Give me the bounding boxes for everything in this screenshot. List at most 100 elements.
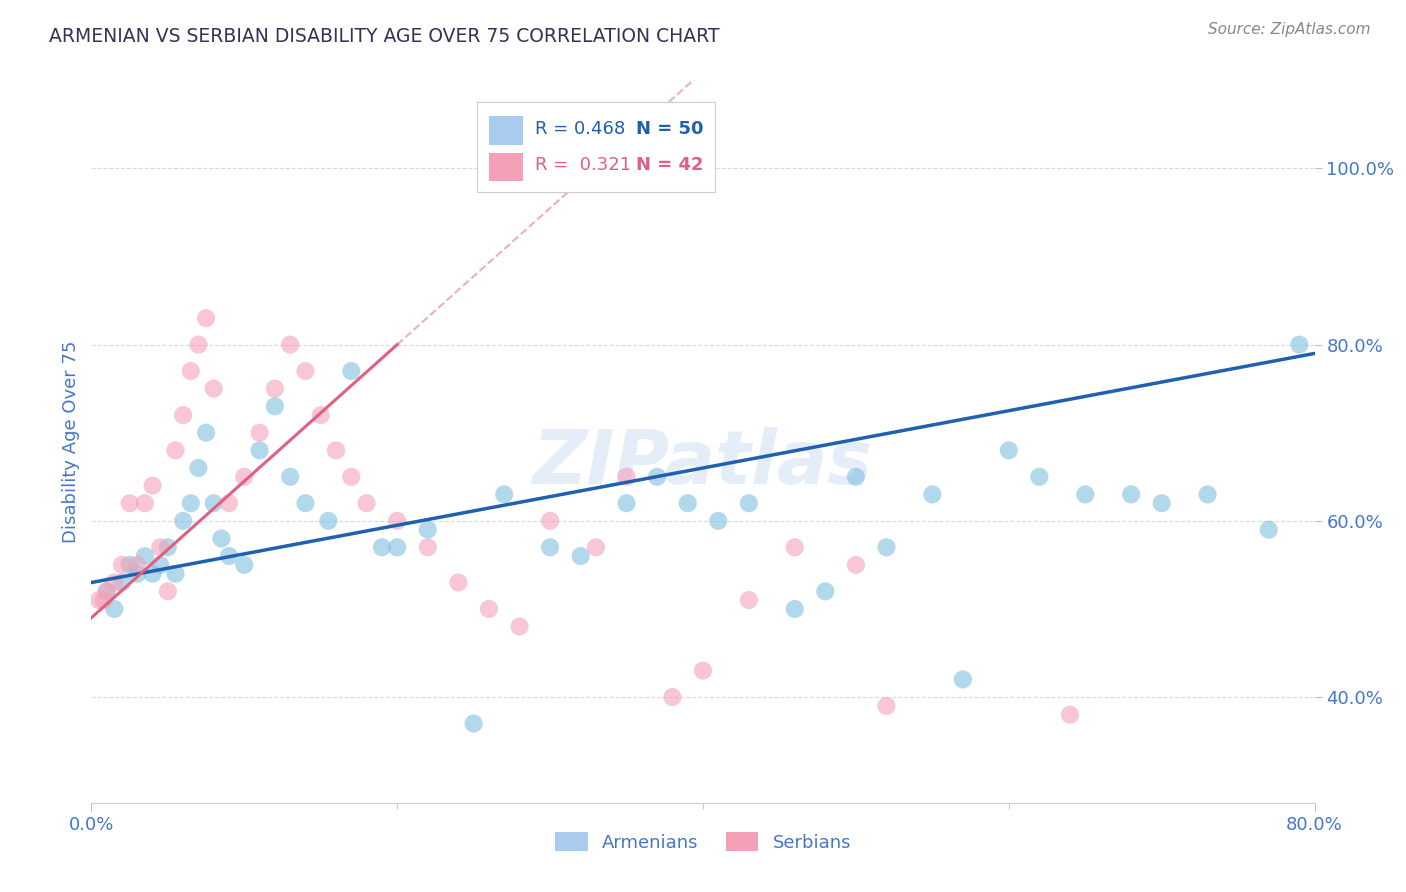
Text: ARMENIAN VS SERBIAN DISABILITY AGE OVER 75 CORRELATION CHART: ARMENIAN VS SERBIAN DISABILITY AGE OVER … [49,27,720,45]
Point [585,541,607,555]
Point [416,523,439,537]
Point [676,496,699,510]
Point [875,698,898,713]
Point [952,673,974,687]
Point [783,541,806,555]
Point [127,566,149,581]
Point [149,541,172,555]
Point [569,549,592,563]
Point [111,558,134,572]
Point [845,558,868,572]
Point [187,337,209,351]
Point [156,541,179,555]
Text: R = 0.468: R = 0.468 [536,120,626,137]
Point [1197,487,1219,501]
Point [141,566,163,581]
Point [340,470,363,484]
Legend: Armenians, Serbians: Armenians, Serbians [548,825,858,859]
Point [118,558,141,572]
Point [233,470,256,484]
Point [96,584,118,599]
Point [494,487,516,501]
Point [1028,470,1050,484]
Point [96,584,118,599]
Point [998,443,1021,458]
Point [1059,707,1081,722]
Point [616,470,638,484]
FancyBboxPatch shape [477,102,716,193]
Text: Source: ZipAtlas.com: Source: ZipAtlas.com [1208,22,1371,37]
Point [249,425,271,440]
Point [325,443,347,458]
Y-axis label: Disability Age Over 75: Disability Age Over 75 [62,340,80,543]
Point [294,364,316,378]
Point [1074,487,1097,501]
Point [149,558,172,572]
Point [165,566,187,581]
Point [103,575,125,590]
Point [187,461,209,475]
Point [1257,523,1279,537]
Point [233,558,256,572]
Point [371,541,394,555]
Point [616,496,638,510]
Point [356,496,378,510]
Point [134,549,156,563]
Point [845,470,868,484]
Point [93,593,115,607]
Point [661,690,683,704]
Point [264,382,287,396]
Point [1150,496,1173,510]
Text: N = 42: N = 42 [636,156,703,174]
Point [103,602,125,616]
Point [172,514,194,528]
Point [209,532,232,546]
Point [509,619,531,633]
Point [309,408,332,422]
FancyBboxPatch shape [489,117,523,145]
Point [202,496,225,510]
Point [218,496,240,510]
Point [195,425,218,440]
Point [87,593,110,607]
Point [134,496,156,510]
Point [1288,337,1310,351]
Point [478,602,501,616]
Point [340,364,363,378]
Point [180,364,202,378]
Point [172,408,194,422]
Point [141,478,163,492]
Text: ZIPatlas: ZIPatlas [533,426,873,500]
Point [195,311,218,326]
FancyBboxPatch shape [489,153,523,181]
Point [278,470,301,484]
Point [202,382,225,396]
Point [447,575,470,590]
Point [1121,487,1143,501]
Point [180,496,202,510]
Point [783,602,806,616]
Point [875,541,898,555]
Point [385,541,409,555]
Point [111,575,134,590]
Point [278,337,301,351]
Point [692,664,714,678]
Text: R =  0.321: R = 0.321 [536,156,631,174]
Point [127,558,149,572]
Point [463,716,485,731]
Point [156,584,179,599]
Point [165,443,187,458]
Point [538,514,561,528]
Point [294,496,316,510]
Point [814,584,837,599]
Point [218,549,240,563]
Point [707,514,730,528]
Point [538,541,561,555]
Point [416,541,439,555]
Point [118,496,141,510]
Point [264,399,287,413]
Point [385,514,409,528]
Point [738,593,761,607]
Point [249,443,271,458]
Text: N = 50: N = 50 [636,120,703,137]
